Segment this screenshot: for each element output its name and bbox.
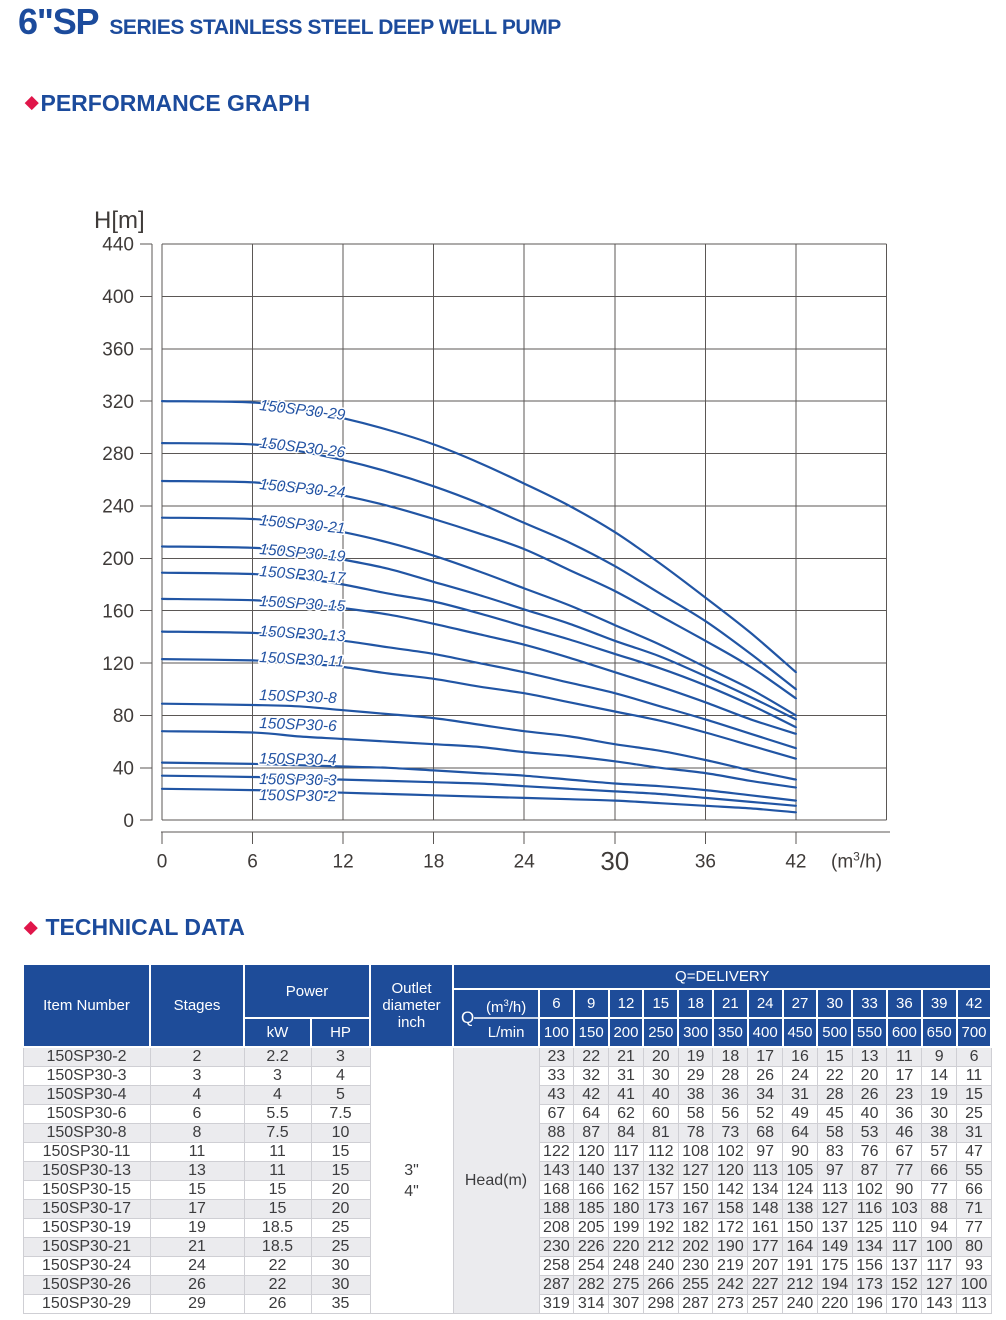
svg-text:120: 120 — [102, 654, 134, 675]
svg-text:240: 240 — [102, 497, 134, 518]
svg-text:H[m]: H[m] — [94, 207, 145, 234]
svg-text:150SP30-4: 150SP30-4 — [259, 751, 337, 769]
svg-text:(m3/h): (m3/h) — [831, 850, 882, 873]
svg-text:150SP30-6: 150SP30-6 — [259, 715, 338, 735]
svg-text:150SP30-19: 150SP30-19 — [259, 541, 347, 566]
svg-text:12: 12 — [333, 852, 354, 873]
svg-text:150SP30-26: 150SP30-26 — [259, 435, 347, 462]
svg-text:36: 36 — [695, 852, 716, 873]
svg-text:150SP30-15: 150SP30-15 — [259, 593, 346, 615]
svg-text:400: 400 — [102, 287, 134, 308]
svg-text:80: 80 — [113, 706, 134, 727]
svg-text:320: 320 — [102, 392, 134, 413]
svg-text:150SP30-24: 150SP30-24 — [259, 476, 347, 502]
svg-text:150SP30-3: 150SP30-3 — [259, 771, 337, 789]
svg-text:150SP30-2: 150SP30-2 — [259, 787, 337, 805]
svg-text:280: 280 — [102, 444, 134, 465]
svg-text:150SP30-11: 150SP30-11 — [259, 649, 345, 671]
svg-text:42: 42 — [785, 852, 806, 873]
svg-text:160: 160 — [102, 601, 134, 622]
svg-text:6: 6 — [247, 852, 258, 873]
svg-text:360: 360 — [102, 340, 134, 361]
svg-text:150SP30-17: 150SP30-17 — [259, 563, 348, 587]
svg-text:150SP30-21: 150SP30-21 — [259, 512, 346, 537]
svg-text:24: 24 — [514, 852, 536, 873]
svg-text:40: 40 — [113, 759, 134, 780]
svg-text:30: 30 — [600, 846, 629, 876]
svg-text:150SP30-8: 150SP30-8 — [259, 687, 338, 707]
svg-text:18: 18 — [423, 852, 444, 873]
svg-text:0: 0 — [123, 811, 134, 832]
svg-text:150SP30-13: 150SP30-13 — [259, 623, 346, 645]
svg-text:440: 440 — [102, 235, 134, 256]
svg-text:200: 200 — [102, 549, 134, 570]
svg-text:0: 0 — [157, 852, 168, 873]
